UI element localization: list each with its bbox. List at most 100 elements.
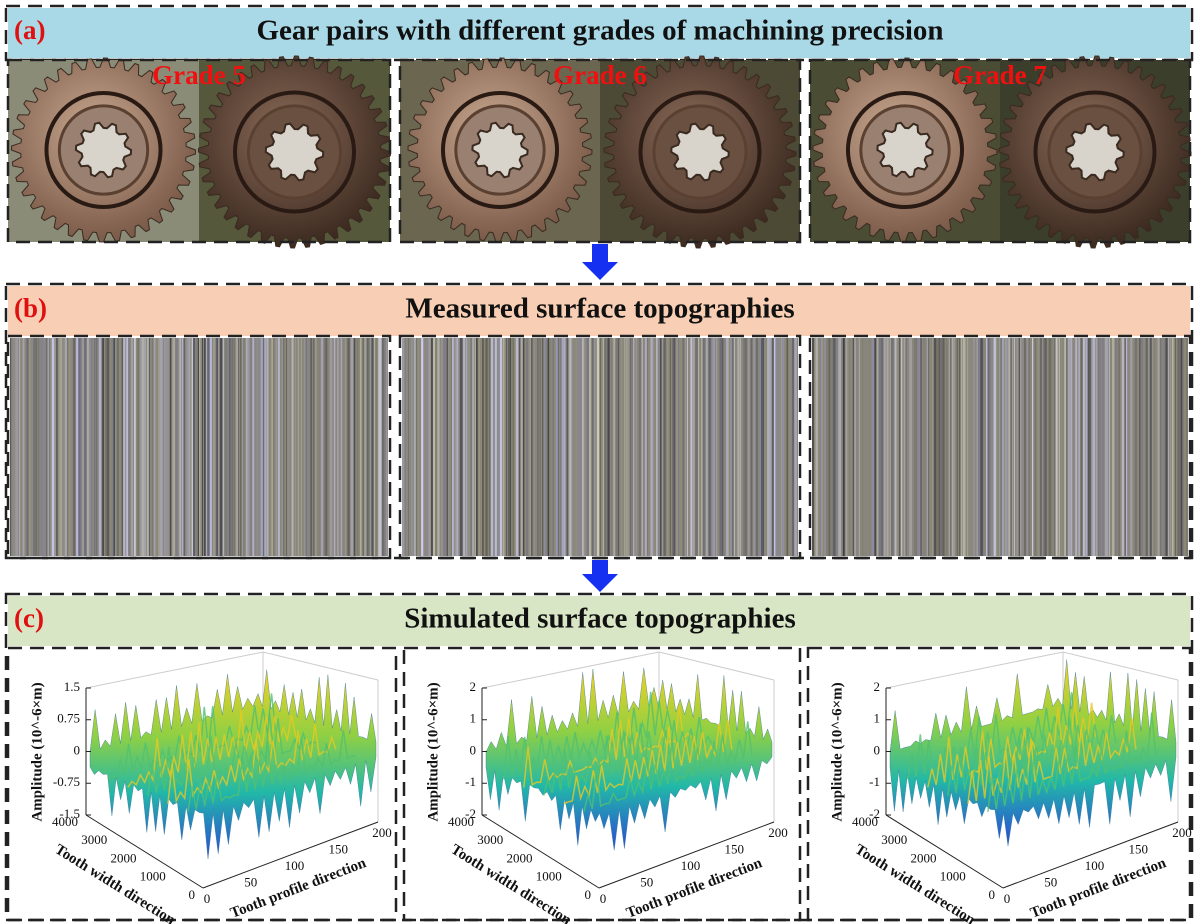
stripe — [1169, 338, 1170, 556]
stripe — [1045, 338, 1046, 556]
stripe — [426, 338, 428, 556]
x-tick-label: 0 — [204, 891, 211, 906]
stripe — [545, 338, 547, 556]
stripe — [138, 338, 139, 556]
stripe — [278, 338, 280, 556]
surface-plot: 210-1-240003000200010000050100150200Ampl… — [829, 652, 1191, 924]
z-tick-label: 0.75 — [57, 711, 80, 726]
panel-label: (b) — [14, 293, 47, 323]
stripe — [91, 338, 93, 556]
stripe — [537, 338, 538, 556]
stripe — [1024, 338, 1025, 556]
stripe — [64, 338, 65, 556]
stripe — [1012, 338, 1013, 556]
stripe — [460, 338, 463, 556]
stripe — [690, 338, 692, 556]
stripe — [96, 338, 98, 556]
stripe — [213, 338, 215, 556]
stripe — [84, 338, 87, 556]
x-tick-label: 0 — [600, 891, 607, 906]
y-tick-label: 0 — [989, 887, 996, 902]
stripe — [354, 338, 355, 556]
x-axis — [1003, 822, 1178, 888]
stripe — [463, 338, 465, 556]
stripe — [479, 338, 480, 556]
stripe — [1181, 338, 1183, 556]
stripe — [180, 338, 181, 556]
stripe — [216, 338, 218, 556]
stripe — [911, 338, 912, 556]
stripe — [890, 338, 891, 556]
stripe — [231, 338, 233, 556]
panel-title: Simulated surface topographies — [404, 603, 796, 635]
stripe — [185, 338, 186, 556]
stripe — [87, 338, 89, 556]
stripe — [829, 338, 831, 556]
y-tick-label: 1000 — [940, 869, 966, 884]
stripe — [789, 338, 791, 556]
stripe — [318, 338, 320, 556]
stripe — [1009, 338, 1010, 556]
x-tick-label: 150 — [1129, 841, 1149, 856]
stripe — [94, 338, 95, 556]
stripe — [1003, 338, 1004, 556]
stripe — [1179, 338, 1180, 556]
gear-photo: Grade 6 — [400, 56, 800, 248]
stripe — [128, 338, 130, 556]
grade-caption: Grade 7 — [953, 60, 1047, 90]
stripe — [597, 338, 599, 556]
stripe — [751, 338, 753, 556]
stripe — [247, 338, 249, 556]
stripe — [202, 338, 203, 556]
stripe — [33, 338, 35, 556]
stripe — [261, 338, 263, 556]
stripe — [117, 338, 118, 556]
stripe — [1027, 338, 1029, 556]
stripe — [564, 338, 566, 556]
stripe — [576, 338, 577, 556]
stripe — [73, 338, 75, 556]
stripe — [724, 338, 725, 556]
stripe — [865, 338, 866, 556]
stripe — [1183, 338, 1184, 556]
stripe — [862, 338, 864, 556]
stripe — [1064, 338, 1066, 556]
stripe — [149, 338, 150, 556]
stripe — [728, 338, 729, 556]
stripe — [703, 338, 705, 556]
stripe — [553, 338, 554, 556]
stripe — [10, 338, 11, 556]
stripe — [822, 338, 823, 556]
stripe — [120, 338, 121, 556]
stripe — [872, 338, 874, 556]
arrow-head — [582, 574, 618, 592]
stripe — [1136, 338, 1137, 556]
stripe — [707, 338, 708, 556]
stripe — [1088, 338, 1090, 556]
stripe — [756, 338, 758, 556]
z-tick-label: 2 — [470, 679, 477, 694]
stripe — [964, 338, 965, 556]
stripe — [548, 338, 550, 556]
stripe — [1175, 338, 1176, 556]
stripe — [408, 338, 409, 556]
stripe — [1148, 338, 1150, 556]
stripe — [516, 338, 519, 556]
stripe — [1022, 338, 1023, 556]
stripe — [55, 338, 56, 556]
stripe — [961, 338, 962, 556]
stripe — [1061, 338, 1062, 556]
y-tick-label: 4000 — [852, 814, 878, 829]
stripe — [626, 338, 627, 556]
stripe — [500, 338, 502, 556]
stripe — [1096, 338, 1097, 556]
stripe — [380, 338, 382, 556]
stripe — [147, 338, 149, 556]
stripe — [288, 338, 289, 556]
stripe — [513, 338, 514, 556]
stripe — [424, 338, 425, 556]
stripe — [347, 338, 350, 556]
stripe — [70, 338, 71, 556]
stripe — [158, 338, 159, 556]
stripe — [523, 338, 525, 556]
